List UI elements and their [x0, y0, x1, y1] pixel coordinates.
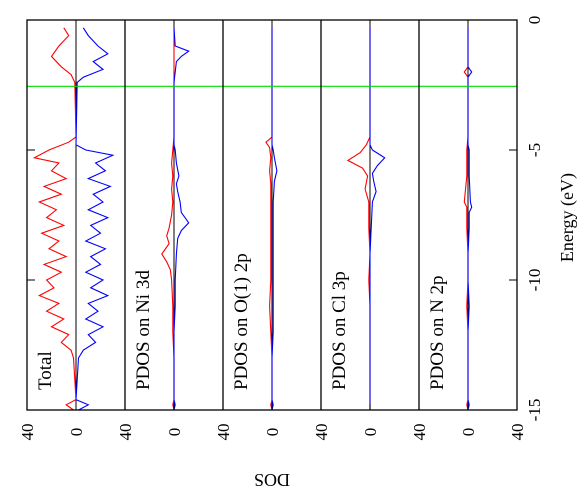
- panel-label: PDOS on O(1) 2p: [231, 253, 252, 390]
- dos-tick-label: 0: [459, 428, 478, 437]
- energy-axis-ticks: 0 -5 -10 -15: [27, 16, 544, 422]
- series-spin-down: [271, 27, 278, 411]
- dos-tick-label: 0: [67, 428, 86, 437]
- dos-tick-label: 40: [214, 424, 233, 441]
- panel-1: Total: [32, 20, 115, 411]
- panel-label: PDOS on Cl 3p: [329, 271, 350, 390]
- dos-tick-label: 40: [508, 424, 527, 441]
- dos-tick-label: 0: [263, 428, 282, 437]
- series-spin-down: [75, 27, 115, 411]
- dos-axis-title: DOS: [254, 470, 290, 490]
- energy-tick-label: -10: [525, 269, 544, 292]
- energy-axis-title: Energy (eV): [557, 173, 578, 262]
- dos-axis-ticks: 40 0 40 0 40 0 40 0 40 0 40: [18, 404, 527, 441]
- series-spin-up: [32, 27, 77, 411]
- series-spin-up: [265, 27, 273, 411]
- dos-tick-label: 0: [361, 428, 380, 437]
- panel-label: PDOS on N 2p: [427, 275, 448, 390]
- panel-label: Total: [35, 351, 56, 390]
- dos-tick-label: 40: [18, 424, 37, 441]
- series-spin-up: [346, 27, 371, 410]
- dos-tick-label: 40: [312, 424, 331, 441]
- panels-layer: Total PDOS on Ni 3d PDOS on O(1) 2p PDOS on…: [27, 20, 517, 411]
- panel-label: PDOS on Ni 3d: [133, 270, 154, 390]
- series-spin-down: [467, 27, 473, 411]
- series-spin-up: [161, 27, 175, 411]
- series-spin-down: [369, 27, 386, 410]
- panel-5: PDOS on N 2p: [427, 20, 473, 411]
- panel-2: PDOS on Ni 3d: [133, 20, 190, 411]
- panel-4: PDOS on Cl 3p: [329, 20, 386, 410]
- dos-tick-label: 40: [116, 424, 135, 441]
- panel-3: PDOS on O(1) 2p: [231, 20, 278, 411]
- energy-tick-label: 0: [525, 16, 544, 25]
- plot-frame: [26, 19, 518, 411]
- energy-tick-label: -15: [525, 399, 544, 422]
- dos-tick-label: 0: [165, 428, 184, 437]
- energy-tick-label: -5: [525, 143, 544, 157]
- dos-tick-label: 40: [410, 424, 429, 441]
- series-spin-down: [173, 27, 190, 411]
- series-spin-up: [463, 27, 469, 411]
